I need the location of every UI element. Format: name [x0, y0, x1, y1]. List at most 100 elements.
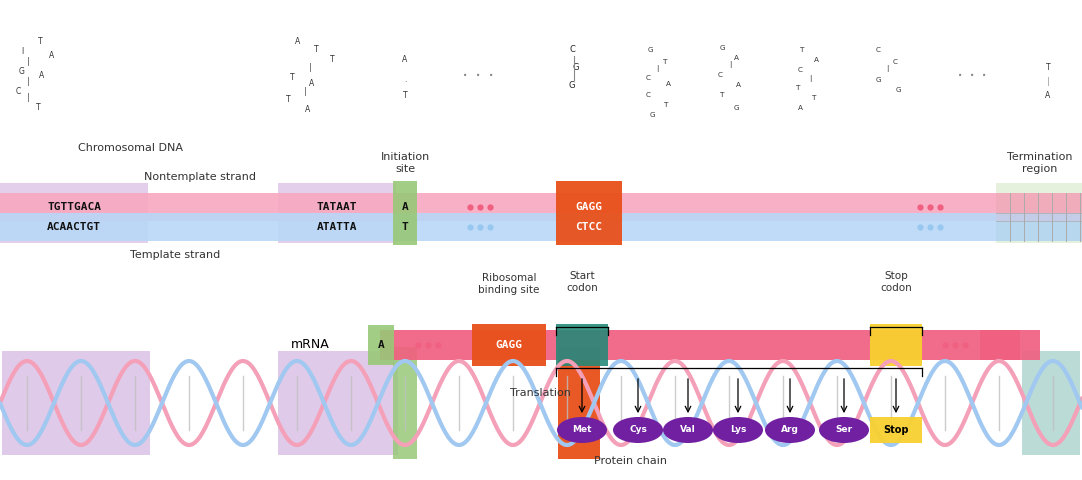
Text: T: T	[403, 91, 407, 99]
Text: |: |	[729, 61, 731, 69]
Text: Met: Met	[572, 425, 592, 434]
Text: |: |	[304, 87, 306, 96]
Text: Nontemplate strand: Nontemplate strand	[144, 172, 256, 182]
Text: Termination
region: Termination region	[1007, 152, 1072, 174]
Text: A: A	[309, 80, 315, 88]
Bar	[870, 324, 922, 366]
Text: G: G	[19, 68, 25, 76]
Text: |: |	[27, 94, 29, 103]
Text: Initiation
site: Initiation site	[381, 152, 430, 174]
Ellipse shape	[613, 417, 663, 443]
Text: T: T	[796, 85, 801, 91]
Text: ·: ·	[956, 68, 963, 86]
Text: Arg: Arg	[781, 425, 799, 434]
Text: Chromosomal DNA: Chromosomal DNA	[78, 143, 183, 153]
Bar	[980, 330, 1020, 360]
Text: Val: Val	[681, 425, 696, 434]
Text: T: T	[800, 47, 804, 53]
Text: G: G	[647, 47, 652, 53]
Text: C: C	[717, 72, 723, 78]
Ellipse shape	[713, 417, 763, 443]
Text: |: |	[27, 58, 29, 67]
Text: G: G	[720, 45, 725, 51]
Ellipse shape	[663, 417, 713, 443]
Bar	[1022, 351, 1080, 455]
Text: A: A	[734, 55, 739, 61]
Text: A: A	[814, 57, 818, 63]
Text: |: |	[1046, 77, 1050, 86]
Text: A: A	[295, 37, 301, 47]
Bar	[556, 181, 622, 245]
Bar	[0, 193, 1082, 221]
Text: C: C	[15, 87, 21, 96]
Text: T: T	[663, 59, 668, 65]
Text: GAGG: GAGG	[496, 340, 523, 350]
Bar	[0, 183, 148, 243]
Text: A: A	[378, 340, 384, 350]
Text: C: C	[646, 75, 650, 81]
Bar	[278, 183, 396, 243]
Bar	[393, 347, 417, 459]
Text: Ribosomal
binding site: Ribosomal binding site	[478, 274, 540, 295]
Text: GAGG: GAGG	[576, 202, 603, 212]
Text: T: T	[664, 102, 669, 108]
Text: C: C	[893, 59, 897, 65]
Text: Stop: Stop	[883, 425, 909, 435]
Text: A: A	[401, 202, 408, 212]
Text: G: G	[895, 87, 901, 93]
Text: T: T	[720, 92, 724, 98]
Text: CTCC: CTCC	[576, 222, 603, 232]
Text: Translation: Translation	[510, 388, 570, 398]
Text: G: G	[569, 82, 576, 91]
Text: A: A	[403, 56, 408, 64]
Text: Cys: Cys	[629, 425, 647, 434]
Text: C: C	[797, 67, 803, 73]
Text: A: A	[665, 81, 671, 87]
Text: T: T	[1045, 63, 1051, 72]
Text: A: A	[1045, 92, 1051, 100]
Text: T: T	[330, 56, 334, 64]
Text: ATATTA: ATATTA	[317, 222, 357, 232]
Bar	[556, 324, 608, 366]
Bar	[997, 213, 1082, 241]
Text: A: A	[797, 105, 803, 111]
Text: ·: ·	[488, 68, 494, 86]
Bar	[278, 351, 398, 455]
Text: Stop
codon: Stop codon	[880, 271, 912, 293]
Text: T: T	[38, 37, 42, 47]
Text: C: C	[569, 46, 575, 55]
Text: T: T	[401, 222, 408, 232]
Ellipse shape	[819, 417, 869, 443]
Text: C: C	[646, 92, 650, 98]
Text: T: T	[36, 104, 40, 112]
Text: ·: ·	[981, 68, 987, 86]
Text: T: T	[812, 95, 816, 101]
Bar	[393, 181, 417, 245]
Text: G: G	[572, 63, 579, 72]
Text: Template strand: Template strand	[130, 250, 220, 260]
Text: |: |	[809, 74, 812, 82]
Text: |: |	[886, 64, 888, 72]
Text: |: |	[656, 64, 658, 72]
Text: ACAACTGT: ACAACTGT	[47, 222, 101, 232]
Text: G: G	[649, 112, 655, 118]
Text: ·: ·	[475, 68, 481, 86]
Text: I: I	[21, 48, 23, 57]
Text: .: .	[404, 75, 406, 84]
Text: Ser: Ser	[835, 425, 853, 434]
Text: TGTTGACA: TGTTGACA	[47, 202, 101, 212]
Ellipse shape	[765, 417, 815, 443]
Text: G: G	[734, 105, 739, 111]
Bar	[997, 193, 1082, 221]
Bar	[558, 347, 601, 459]
Text: A: A	[736, 82, 740, 88]
Text: G: G	[875, 77, 881, 83]
Text: |: |	[27, 77, 29, 86]
Text: C: C	[875, 47, 881, 53]
Bar	[368, 325, 394, 365]
Text: Lys: Lys	[730, 425, 747, 434]
Bar	[380, 330, 1040, 360]
Text: mRNA: mRNA	[291, 338, 329, 351]
Text: ·: ·	[462, 68, 469, 86]
Text: T: T	[290, 73, 294, 83]
